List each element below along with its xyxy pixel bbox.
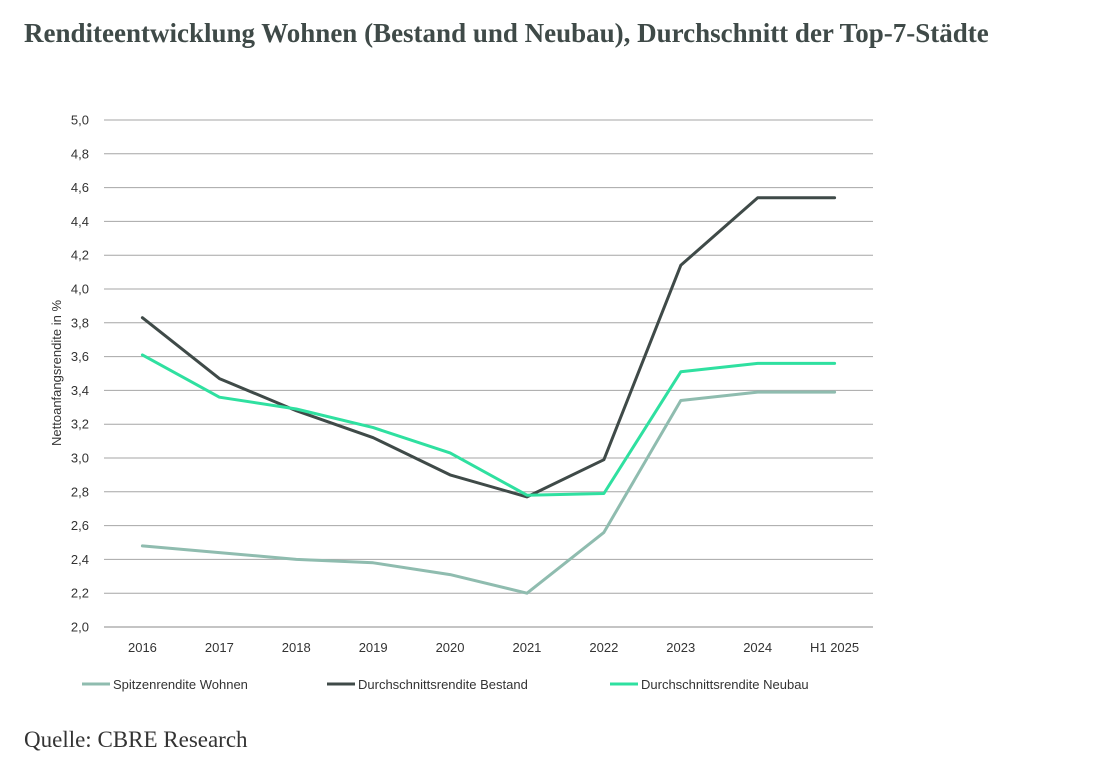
x-axis-ticks: 2016 2017 2018 2019 2020 2021 2022 2023 2024 H1 2… — [128, 640, 859, 655]
gridlines — [104, 119, 873, 628]
y-tick-label: 3,4 — [71, 383, 89, 398]
x-tick-label: 2023 — [666, 640, 695, 655]
chart-title: Renditeentwicklung Wohnen (Bestand und N… — [24, 18, 989, 48]
y-tick-label: 4,6 — [71, 180, 89, 195]
y-tick-label: 3,0 — [71, 451, 89, 466]
series-line-2 — [140, 196, 837, 499]
y-tick-label: 4,4 — [71, 214, 89, 229]
y-tick-label: 3,8 — [71, 315, 89, 330]
y-tick-label: 2,4 — [71, 552, 89, 567]
series-line-1 — [140, 390, 837, 595]
legend-label: Spitzenrendite Wohnen — [113, 677, 248, 692]
source-note: Quelle: CBRE Research — [24, 727, 248, 752]
y-tick-label: 3,2 — [71, 417, 89, 432]
x-tick-label: 2018 — [282, 640, 311, 655]
y-tick-label: 5,0 — [71, 113, 89, 128]
x-tick-label: 2020 — [436, 640, 465, 655]
y-tick-label: 2,0 — [71, 620, 89, 635]
legend-label: Durchschnittsrendite Bestand — [358, 677, 528, 692]
y-tick-label: 2,8 — [71, 484, 89, 499]
series-line-3 — [140, 353, 837, 497]
y-axis-label: Nettoanfangsrendite in % — [49, 300, 64, 446]
x-tick-label: 2021 — [512, 640, 541, 655]
y-tick-label: 2,6 — [71, 518, 89, 533]
y-tick-label: 2,2 — [71, 586, 89, 601]
y-tick-label: 4,2 — [71, 248, 89, 263]
x-tick-label: 2016 — [128, 640, 157, 655]
x-tick-label: 2024 — [743, 640, 772, 655]
y-tick-label: 4,0 — [71, 282, 89, 297]
x-tick-label: 2022 — [589, 640, 618, 655]
y-axis-ticks: 2,0 2,2 2,4 2,6 2,8 3,0 3,2 3,4 3,6 3,8 4,0 4,2 4,4 4… — [71, 113, 89, 635]
legend: Spitzenrendite Wohnen Durchschnittsrendit… — [82, 677, 809, 692]
series-lines — [140, 196, 837, 595]
x-tick-label: 2017 — [205, 640, 234, 655]
x-tick-label: H1 2025 — [810, 640, 859, 655]
y-tick-label: 3,6 — [71, 349, 89, 364]
x-tick-label: 2019 — [359, 640, 388, 655]
legend-label: Durchschnittsrendite Neubau — [641, 677, 809, 692]
y-tick-label: 4,8 — [71, 146, 89, 161]
